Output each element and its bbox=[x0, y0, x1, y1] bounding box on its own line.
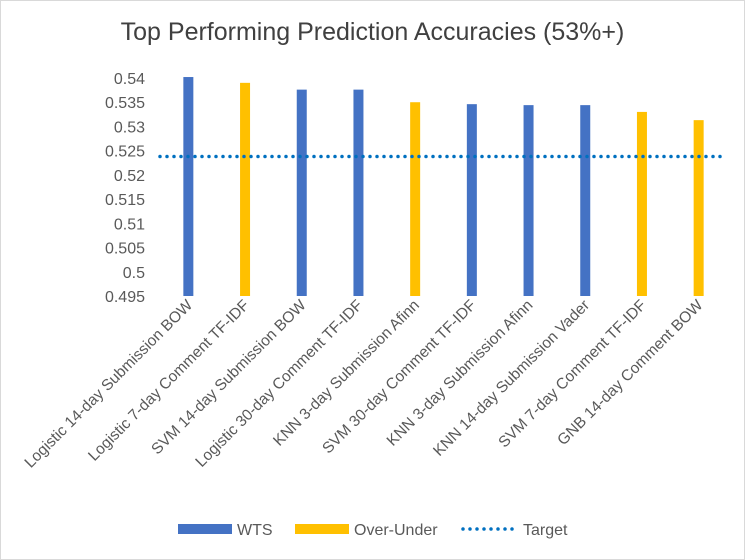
bar-over-under bbox=[410, 102, 421, 296]
bar-wts bbox=[523, 105, 534, 296]
y-tick-label: 0.525 bbox=[105, 144, 145, 161]
y-tick-label: 0.495 bbox=[105, 289, 145, 306]
legend-label-wts: WTS bbox=[237, 522, 273, 539]
y-tick-label: 0.5 bbox=[123, 265, 145, 282]
bar-over-under bbox=[693, 120, 704, 296]
y-tick-label: 0.505 bbox=[105, 241, 145, 258]
bar-wts bbox=[466, 104, 477, 296]
legend-label-over-under: Over-Under bbox=[354, 522, 438, 539]
legend-label-target: Target bbox=[523, 522, 568, 539]
y-tick-label: 0.53 bbox=[114, 119, 145, 136]
y-tick-label: 0.54 bbox=[114, 71, 145, 88]
y-tick-label: 0.52 bbox=[114, 168, 145, 185]
bar-over-under bbox=[636, 111, 647, 297]
chart-title: Top Performing Prediction Accuracies (53… bbox=[120, 18, 625, 46]
y-tick-label: 0.515 bbox=[105, 192, 145, 209]
legend-swatch-wts bbox=[178, 524, 232, 534]
bar-over-under bbox=[240, 82, 251, 296]
bar-wts bbox=[353, 89, 364, 296]
bar-wts bbox=[580, 105, 591, 296]
legend-swatch-over-under bbox=[295, 524, 349, 534]
bar-wts bbox=[296, 89, 307, 296]
bar-wts bbox=[183, 77, 194, 296]
y-tick-label: 0.535 bbox=[105, 95, 145, 112]
y-tick-label: 0.51 bbox=[114, 216, 145, 233]
